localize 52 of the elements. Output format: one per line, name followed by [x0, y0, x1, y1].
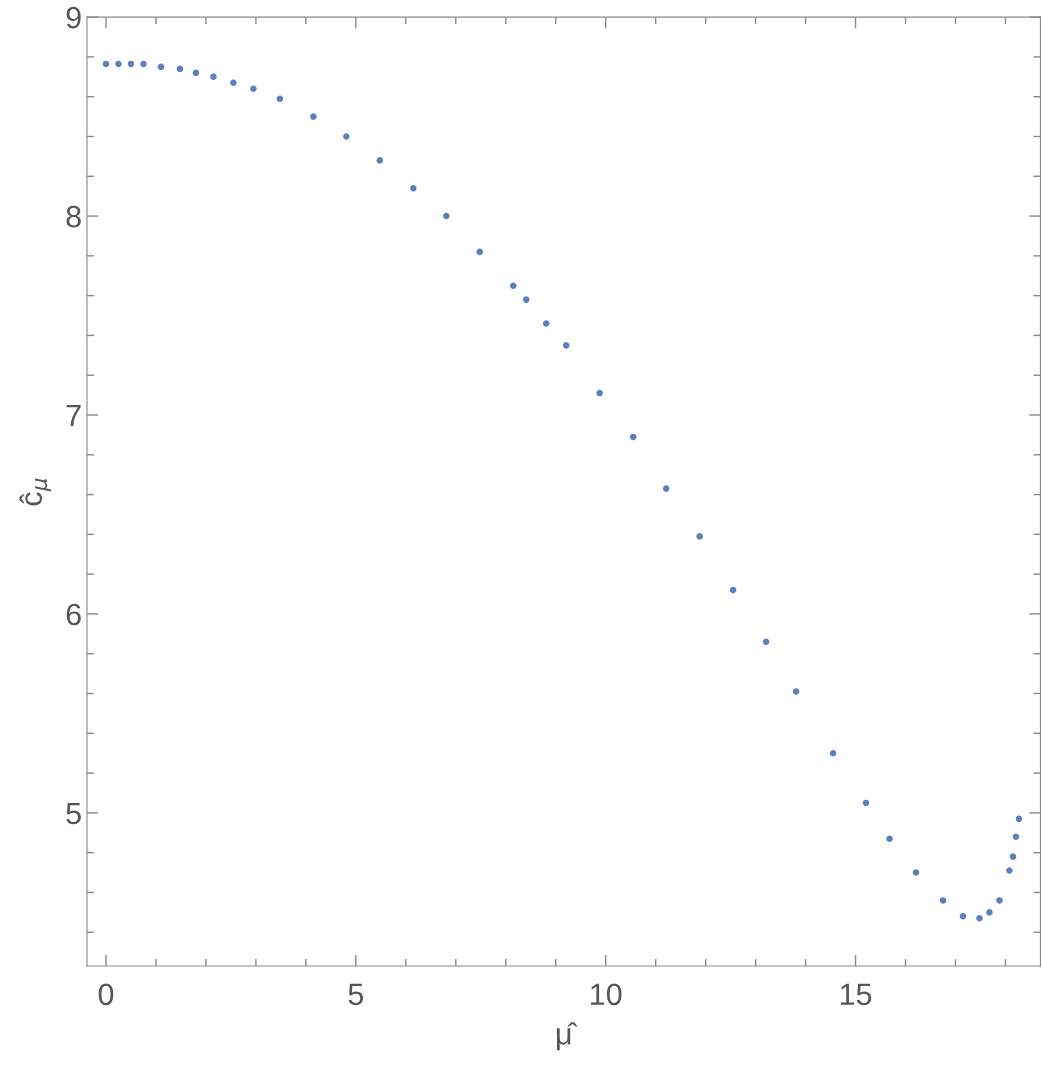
point	[157, 63, 165, 71]
point	[476, 248, 484, 256]
point	[629, 433, 637, 441]
y-tick-label: 7	[66, 405, 81, 427]
point	[115, 60, 122, 68]
point	[662, 485, 670, 492]
point	[230, 79, 237, 87]
point	[276, 95, 284, 102]
x-axis-title: μ̂	[556, 1022, 578, 1051]
point	[862, 799, 870, 807]
point	[829, 749, 837, 757]
y-axis-title: ĉ$_{μ}$	[19, 478, 52, 506]
point	[140, 60, 147, 68]
point	[250, 85, 257, 93]
point	[886, 835, 893, 842]
y-tick-label: 8	[66, 205, 81, 228]
point	[210, 73, 217, 81]
point	[192, 69, 200, 77]
point	[986, 909, 993, 916]
point	[542, 320, 550, 327]
point	[996, 897, 1003, 904]
point	[762, 638, 770, 646]
point	[792, 688, 800, 695]
point	[1015, 815, 1023, 823]
point	[510, 282, 517, 289]
point	[1012, 833, 1020, 840]
y-tick-label: 6	[66, 603, 81, 626]
point	[562, 342, 570, 349]
x-tick-label: 10	[591, 983, 622, 1006]
point	[102, 60, 110, 68]
point	[343, 133, 350, 140]
point	[522, 296, 530, 303]
point	[976, 915, 983, 922]
x-tick-label: 15	[840, 983, 872, 1006]
x-tick-label: 5	[348, 983, 364, 1006]
point	[127, 60, 135, 68]
point	[729, 586, 737, 594]
point	[376, 157, 384, 164]
y-tick-label: 5	[66, 802, 81, 825]
point	[959, 913, 967, 920]
point	[176, 65, 184, 73]
point	[696, 533, 703, 540]
point	[410, 184, 417, 192]
point	[939, 897, 947, 904]
point	[443, 212, 450, 220]
point	[596, 389, 603, 397]
point	[1009, 853, 1017, 860]
y-tick-label: 9	[66, 6, 81, 29]
x-tick-label: 0	[98, 983, 114, 1006]
point	[1006, 867, 1013, 874]
point	[310, 113, 317, 120]
point	[912, 869, 920, 876]
